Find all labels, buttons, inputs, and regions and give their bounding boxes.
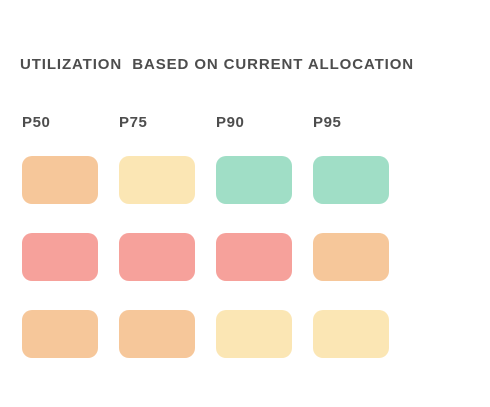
heatmap-cell-row3-p95 [313, 310, 389, 358]
heatmap-cell-row2-p90 [216, 233, 292, 281]
heatmap-cell-row2-p75 [119, 233, 195, 281]
heatmap-cell-row1-p75 [119, 156, 195, 204]
heatmap-cell-row1-p90 [216, 156, 292, 204]
heatmap-cell-row3-p90 [216, 310, 292, 358]
column-label-p50: P50 [22, 114, 51, 131]
column-label-p95: P95 [313, 114, 342, 131]
heatmap-cell-row1-p50 [22, 156, 98, 204]
heatmap-cell-row2-p50 [22, 233, 98, 281]
heatmap-cell-row2-p95 [313, 233, 389, 281]
column-label-p90: P90 [216, 114, 245, 131]
column-label-p75: P75 [119, 114, 148, 131]
heatmap-cell-row3-p75 [119, 310, 195, 358]
heatmap-cell-row3-p50 [22, 310, 98, 358]
utilization-heading: UTILIZATION BASED ON CURRENT ALLOCATION [20, 56, 415, 73]
heatmap-cell-row1-p95 [313, 156, 389, 204]
